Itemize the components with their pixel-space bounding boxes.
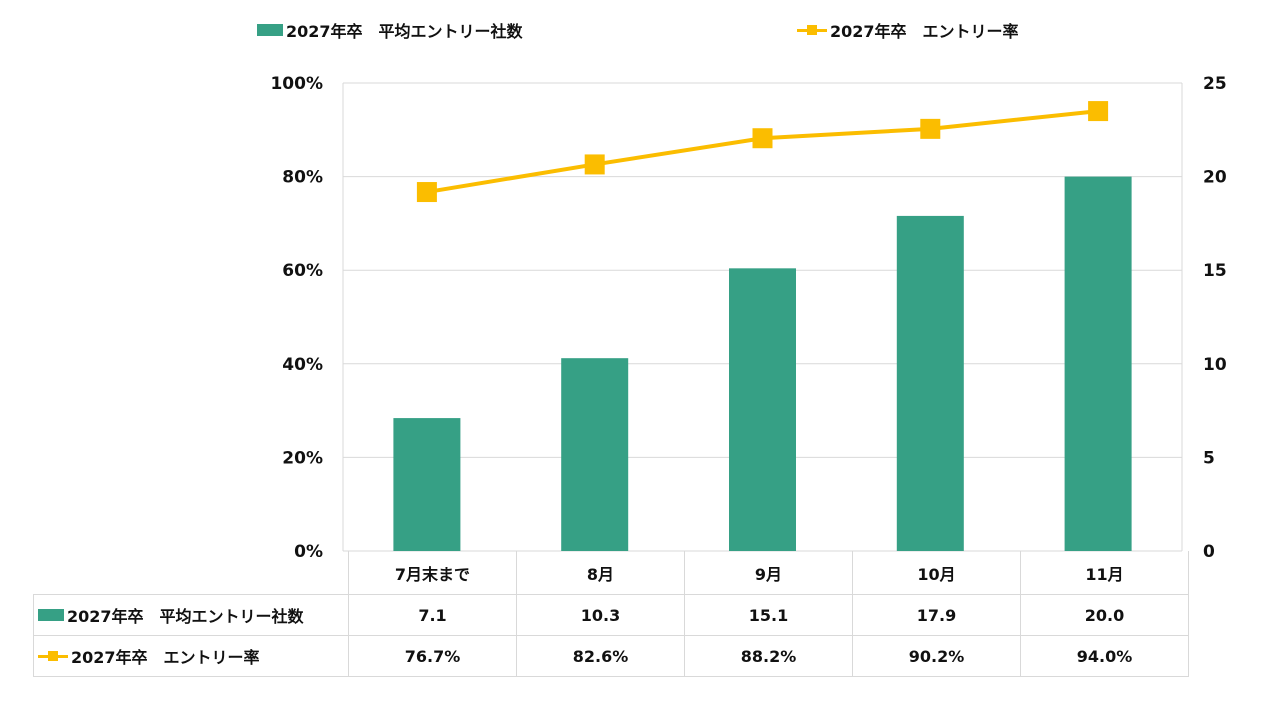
bar <box>896 215 964 552</box>
left-tick-label: 40% <box>282 355 323 375</box>
line-legend-swatch-icon <box>38 650 68 662</box>
right-tick-label: 20 <box>1203 168 1227 188</box>
right-tick-label: 10 <box>1203 355 1227 375</box>
line-marker <box>1088 101 1109 122</box>
row-label: 2027年卒 平均エントリー社数 <box>67 607 304 626</box>
table-cell: 88.2% <box>684 635 853 677</box>
table-cell: 20.0 <box>1020 594 1189 636</box>
right-tick-label: 5 <box>1203 448 1215 468</box>
legend-bar: 2027年卒 平均エントリー社数 <box>257 18 523 42</box>
line-marker <box>920 118 941 139</box>
category-label: 10月 <box>852 551 1021 595</box>
category-label: 8月 <box>516 551 685 595</box>
category-label: 9月 <box>684 551 853 595</box>
table-cell: 17.9 <box>852 594 1021 636</box>
data-table-header-row: 7月末まで 8月 9月 10月 11月 <box>33 551 1189 595</box>
table-cell: 10.3 <box>516 594 685 636</box>
bar <box>393 418 461 551</box>
legend-line-label: 2027年卒 エントリー率 <box>830 22 1019 41</box>
bar-legend-swatch-icon <box>257 24 283 36</box>
table-cell: 7.1 <box>348 594 517 636</box>
category-label: 11月 <box>1020 551 1189 595</box>
table-cell: 94.0% <box>1020 635 1189 677</box>
data-table-corner <box>33 551 349 595</box>
left-axis: 0%20%40%60%80%100% <box>270 74 323 562</box>
row-label: 2027年卒 エントリー率 <box>71 648 260 667</box>
line-series <box>416 101 1109 203</box>
category-label: 7月末まで <box>348 551 517 595</box>
right-tick-label: 15 <box>1203 261 1227 281</box>
table-cell: 15.1 <box>684 594 853 636</box>
legend-line: 2027年卒 エントリー率 <box>797 18 1019 42</box>
left-tick-label: 60% <box>282 261 323 281</box>
bar <box>561 358 629 551</box>
bar <box>729 268 796 551</box>
legend-bar-label: 2027年卒 平均エントリー社数 <box>286 22 523 41</box>
line-marker <box>752 128 773 149</box>
left-tick-label: 100% <box>270 74 323 94</box>
line-legend-swatch-icon <box>797 24 827 36</box>
data-table-row-line: 2027年卒 エントリー率 76.7% 82.6% 88.2% 90.2% 94… <box>33 635 1189 677</box>
series-line <box>426 109 1099 195</box>
table-cell: 90.2% <box>852 635 1021 677</box>
right-axis: 0 5 10 15 20 25 <box>1203 74 1227 562</box>
right-tick-label: 0 <box>1203 542 1215 562</box>
bar <box>1064 176 1132 551</box>
table-cell: 76.7% <box>348 635 517 677</box>
left-tick-label: 80% <box>282 168 323 188</box>
bar-legend-swatch-icon <box>38 609 64 621</box>
data-table: 7月末まで 8月 9月 10月 11月 2027年卒 平均エントリー社数 7.1… <box>33 551 1189 677</box>
left-tick-label: 20% <box>282 448 323 468</box>
bar-series <box>393 176 1132 552</box>
line-marker <box>584 154 605 175</box>
table-cell: 82.6% <box>516 635 685 677</box>
line-marker <box>416 182 437 203</box>
data-table-row-bar: 2027年卒 平均エントリー社数 7.1 10.3 15.1 17.9 20.0 <box>33 594 1189 636</box>
right-tick-label: 25 <box>1203 74 1227 94</box>
